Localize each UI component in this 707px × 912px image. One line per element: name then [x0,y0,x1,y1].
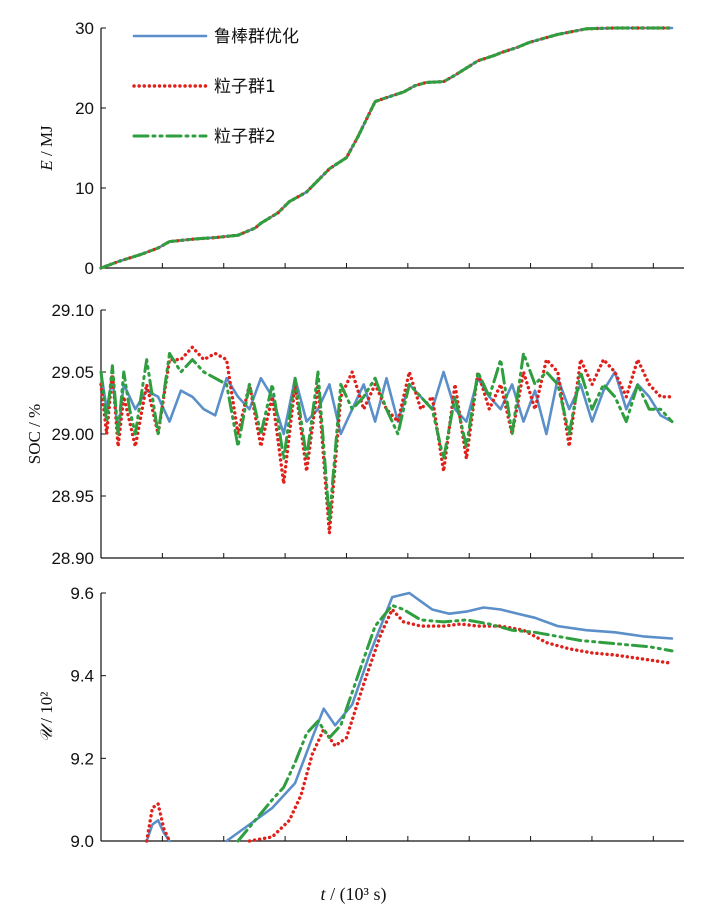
y-tick-label: 29.00 [51,425,94,444]
y-tick-label: 28.95 [51,487,94,506]
series-line-3 [236,603,674,843]
panel-u: 9.0 9.2 9.4 9.6 𝒰 / 10² [37,584,684,851]
legend-label-1: 鲁棒群优化 [214,27,299,47]
panel-soc: 28.90 28.95 29.00 29.05 29.10 SOC / % [25,301,684,568]
panel-energy: 0 10 20 30 E / MJ [37,19,684,278]
y-tick-label: 30 [75,19,94,38]
series-line-2 [99,26,674,270]
y-axis-label: E / MJ [37,125,56,172]
y-tick-label: 9.4 [70,667,94,686]
x-axis-label: t / (10³ s) [0,884,707,905]
series-line-2 [247,607,674,843]
series-line-1 [99,370,674,436]
y-tick-label: 9.6 [70,584,94,603]
series-line-2 [99,345,674,535]
y-axis-label-symbol: E [37,160,56,172]
y-tick-label: 29.10 [51,301,94,320]
y-tick-label: 9.0 [70,832,94,851]
y-tick-label: 20 [75,99,94,118]
x-axis-label-unit: / (10³ s) [325,884,387,904]
series-line-3 [99,351,674,523]
y-axis-label: SOC / % [25,404,44,464]
y-tick-label: 0 [85,259,94,278]
x-axis-label-symbol: t [320,884,326,904]
y-axis-label: 𝒰 / 10² [37,692,56,743]
y-axis-label-unit: / MJ [37,125,56,160]
y-tick-label: 10 [75,179,94,198]
legend-label-3: 粒子群2 [214,127,276,147]
series-line-3 [99,26,674,270]
y-tick-label: 9.2 [70,749,94,768]
series-line-2 [145,802,172,843]
series-line-1 [145,819,171,843]
y-tick-label: 29.05 [51,363,94,382]
series-line-1 [99,26,674,270]
y-axis-label-symbol: 𝒰 [37,722,56,742]
y-tick-label: 28.90 [51,549,94,568]
legend-label-2: 粒子群1 [214,77,276,97]
series-line-1 [225,591,674,843]
y-axis-label-unit: SOC / % [25,404,44,464]
y-axis-label-unit: / 10² [37,692,56,727]
